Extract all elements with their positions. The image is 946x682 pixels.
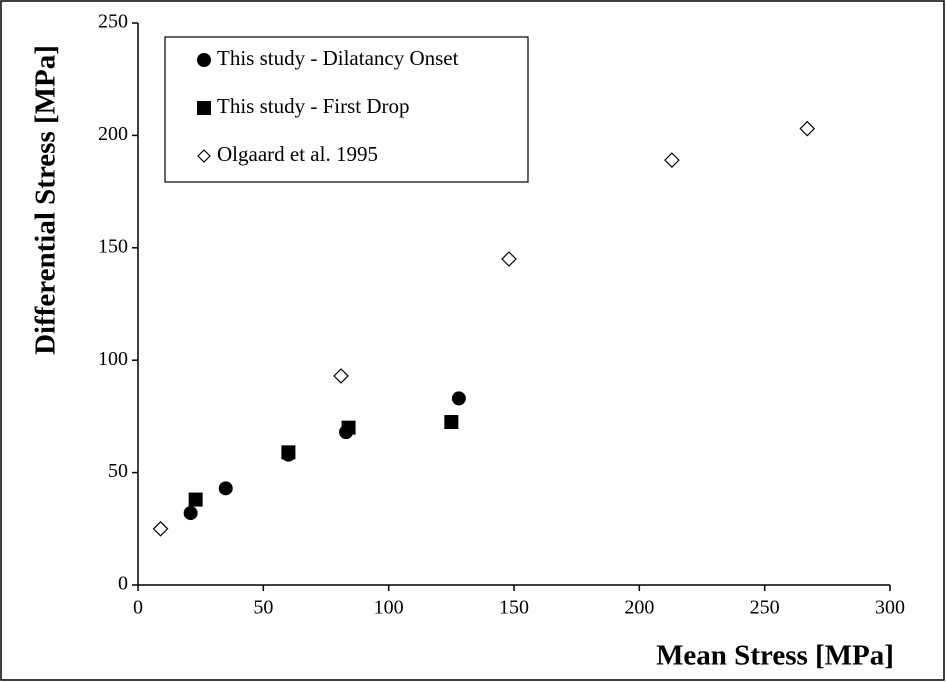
x-tick-label: 250 bbox=[750, 597, 780, 619]
legend-label: This study - First Drop bbox=[217, 94, 410, 118]
legend-marker bbox=[197, 101, 211, 115]
point bbox=[444, 415, 459, 430]
legend-box bbox=[164, 36, 529, 183]
point bbox=[152, 520, 169, 537]
y-tick-label: 50 bbox=[108, 460, 128, 482]
point bbox=[799, 120, 816, 137]
point bbox=[188, 492, 203, 507]
x-tick-label: 100 bbox=[374, 597, 404, 619]
x-tick-label: 0 bbox=[133, 597, 143, 619]
point bbox=[183, 506, 198, 521]
legend-marker bbox=[197, 149, 211, 163]
point bbox=[451, 391, 466, 406]
y-tick-label: 250 bbox=[98, 11, 128, 33]
legend-marker bbox=[197, 53, 211, 67]
x-axis-title: Mean Stress [MPa] bbox=[656, 640, 894, 672]
y-tick-label: 150 bbox=[98, 235, 128, 257]
point bbox=[501, 251, 517, 267]
y-tick-label: 200 bbox=[98, 123, 128, 145]
point bbox=[341, 420, 356, 435]
point bbox=[664, 152, 680, 168]
legend-label: This study - Dilatancy Onset bbox=[217, 46, 459, 70]
y-axis-title: Differential Stress [MPa] bbox=[30, 45, 62, 355]
y-tick-label: 0 bbox=[118, 573, 128, 595]
point bbox=[333, 368, 349, 384]
point bbox=[281, 445, 296, 460]
legend-label: Olgaard et al. 1995 bbox=[217, 142, 378, 166]
y-tick-label: 100 bbox=[98, 348, 128, 370]
x-tick-label: 50 bbox=[253, 597, 273, 619]
point bbox=[218, 481, 233, 496]
x-tick-label: 150 bbox=[499, 597, 529, 619]
x-tick-label: 200 bbox=[624, 597, 654, 619]
x-tick-label: 300 bbox=[875, 597, 905, 619]
